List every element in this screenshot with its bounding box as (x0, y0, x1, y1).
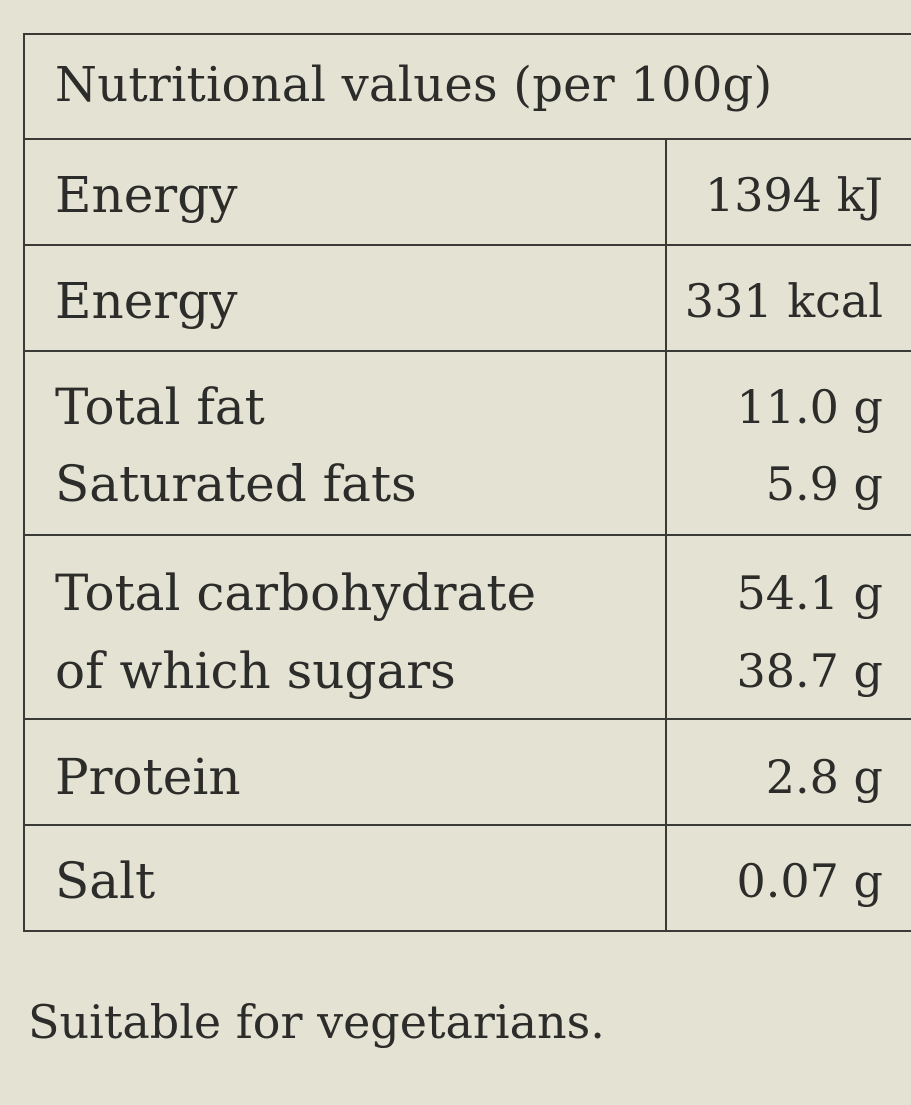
column-divider (665, 140, 667, 932)
table-line: of which sugars 38.7 g (25, 636, 911, 706)
nutrient-name: Energy (55, 166, 238, 224)
nutrient-name: Protein (55, 748, 241, 806)
nutrition-title-row: Nutritional values (per 100g) (25, 35, 911, 140)
nutrient-value: 1394 kJ (704, 168, 883, 222)
table-line: Protein 2.8 g (25, 742, 911, 812)
table-line: Salt 0.07 g (25, 846, 911, 916)
nutrient-name: Saturated fats (55, 455, 417, 513)
nutrient-name: Total fat (55, 378, 265, 436)
nutrient-value: 11.0 g (736, 380, 884, 434)
nutrient-value: 5.9 g (765, 457, 883, 511)
table-line: Total fat 11.0 g (25, 372, 911, 442)
table-line: Energy 1394 kJ (25, 160, 911, 230)
nutrient-value: 0.07 g (736, 854, 884, 908)
table-line: Saturated fats 5.9 g (25, 449, 911, 519)
table-row-fat: Total fat 11.0 g Saturated fats 5.9 g (25, 352, 911, 536)
table-line: Total carbohydrate 54.1 g (25, 558, 911, 628)
table-row-protein: Protein 2.8 g (25, 720, 911, 826)
nutrient-name: Energy (55, 272, 238, 330)
table-row-energy-kj: Energy 1394 kJ (25, 140, 911, 246)
table-row-energy-kcal: Energy 331 kcal (25, 246, 911, 352)
nutrient-name: Salt (55, 852, 156, 910)
nutrition-table: Nutritional values (per 100g) Energy 139… (23, 33, 911, 932)
nutrient-name: of which sugars (55, 642, 456, 700)
nutrient-name: Total carbohydrate (55, 564, 537, 622)
table-row-salt: Salt 0.07 g (25, 826, 911, 932)
nutrient-value: 54.1 g (736, 566, 884, 620)
nutrition-title: Nutritional values (per 100g) (55, 57, 773, 113)
nutrient-value: 2.8 g (765, 750, 883, 804)
vegetarian-note: Suitable for vegetarians. (28, 995, 605, 1049)
table-row-carbohydrate: Total carbohydrate 54.1 g of which sugar… (25, 536, 911, 720)
table-line: Energy 331 kcal (25, 266, 911, 336)
nutrient-value: 331 kcal (684, 274, 883, 328)
nutrient-value: 38.7 g (736, 644, 884, 698)
